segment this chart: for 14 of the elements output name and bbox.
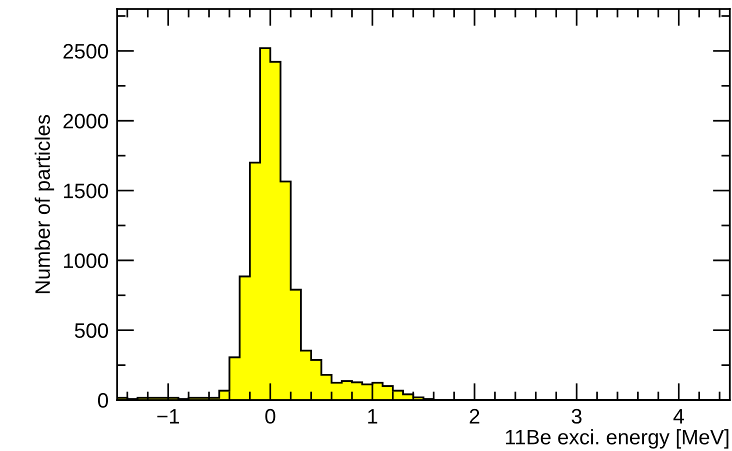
x-tick-label: −1: [157, 409, 180, 424]
y-tick-label: 1000: [64, 253, 108, 268]
x-tick-label: 2: [470, 408, 480, 424]
y-tick-label: 0: [98, 393, 108, 408]
x-tick-label: 3: [572, 408, 582, 424]
x-tick-label: 0: [265, 408, 276, 424]
y-tick-label: 1500: [64, 184, 108, 198]
y-tick-label: 2000: [63, 114, 108, 128]
x-tick-label: 4: [673, 409, 684, 424]
x-axis-title: 11Be exci. energy [MeV]: [506, 429, 728, 449]
y-tick-label: 500: [74, 323, 108, 338]
y-axis-title: Number of particles: [34, 114, 54, 294]
x-tick-label: 1: [368, 409, 378, 424]
y-tick-label: 2500: [63, 44, 108, 59]
